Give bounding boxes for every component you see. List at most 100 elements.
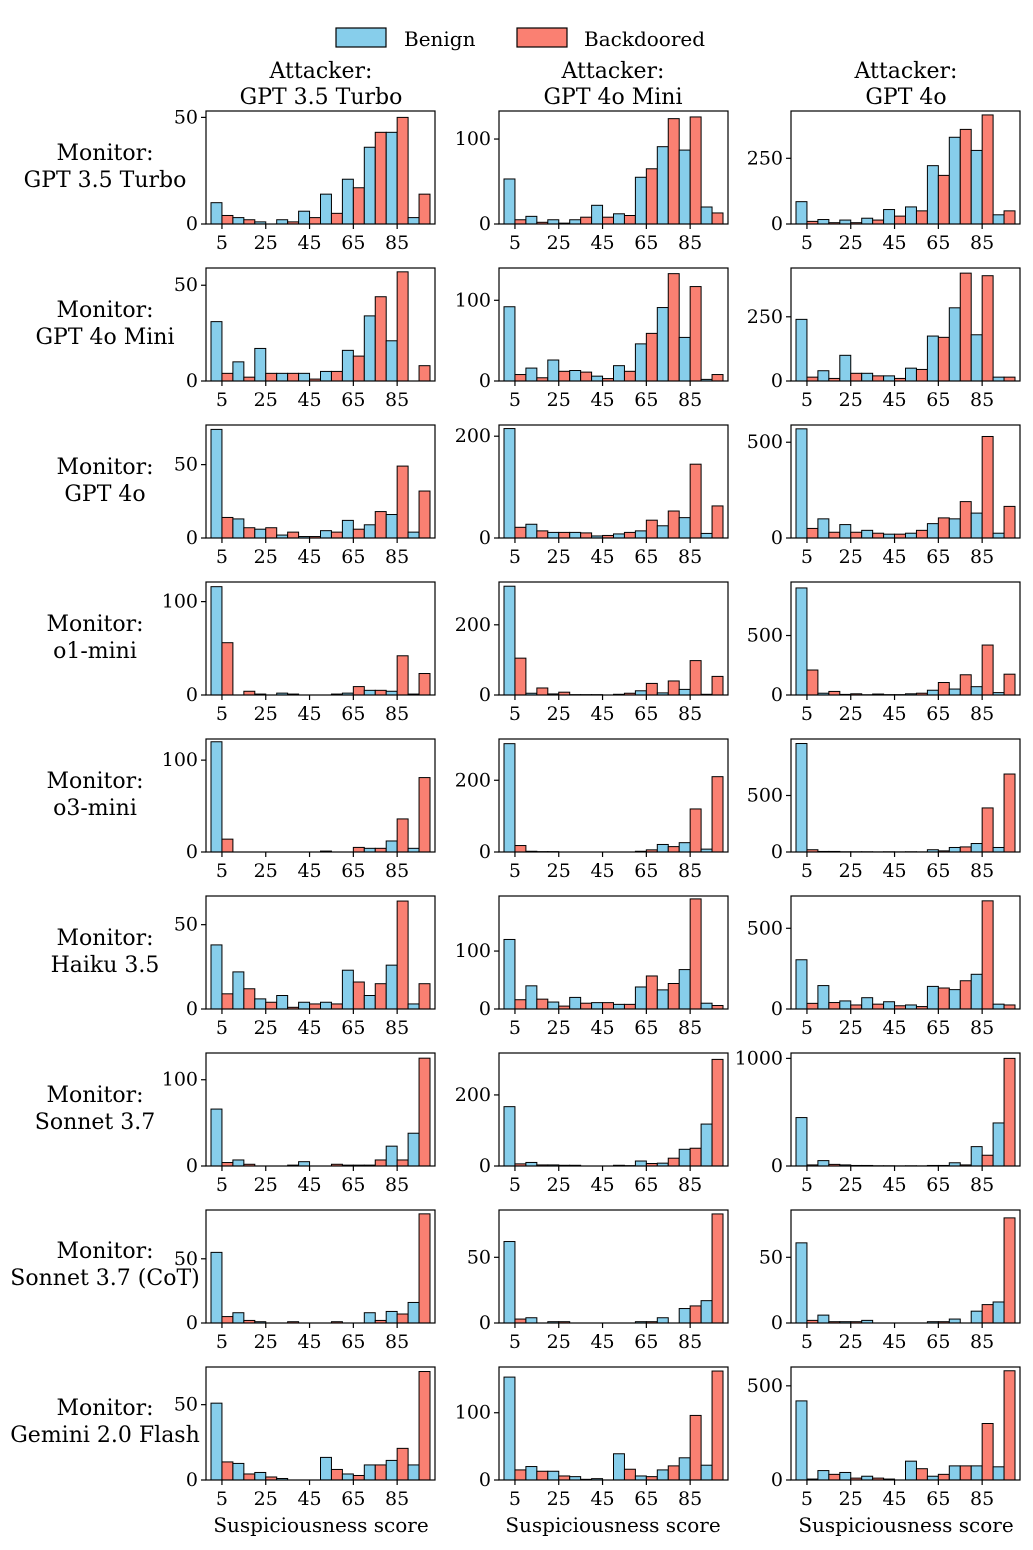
bar-benign: [926, 523, 939, 539]
bar-backdoored: [937, 517, 950, 539]
y-tick-label: 100: [455, 1402, 491, 1424]
bar-benign: [795, 1117, 808, 1167]
x-tick-label: 25: [254, 546, 278, 568]
bar-backdoored: [645, 168, 658, 225]
y-tick-label: 0: [479, 998, 491, 1020]
bar-backdoored: [536, 530, 549, 539]
x-tick-label: 25: [839, 546, 863, 568]
x-tick-label: 85: [678, 1488, 702, 1510]
x-tick-label: 45: [882, 1331, 906, 1353]
bar-backdoored: [265, 372, 278, 382]
bar-benign: [948, 136, 961, 225]
bar-benign: [817, 370, 830, 382]
x-tick-label: 5: [216, 1331, 228, 1353]
x-tick-label: 5: [216, 1174, 228, 1196]
monitor-title-1-line1: Monitor:: [57, 141, 154, 166]
x-tick-label: 5: [509, 1017, 521, 1039]
y-tick-label: 0: [771, 213, 783, 235]
panel-frame: [205, 267, 436, 382]
bar-benign: [905, 1004, 917, 1010]
bar-benign: [795, 1400, 808, 1481]
bar-backdoored: [937, 682, 950, 696]
column-titles: Attacker: GPT 3.5 Turbo Attacker: GPT 4o…: [240, 59, 958, 110]
bar-backdoored: [623, 370, 636, 382]
panel-r4-c2: 0 200 5 25 45 65 85: [455, 581, 729, 725]
bar-backdoored: [667, 118, 680, 225]
bar-benign: [503, 1106, 516, 1167]
bar-backdoored: [850, 372, 863, 382]
bar-benign: [569, 370, 582, 382]
monitor-title-3-line1: Monitor:: [57, 455, 154, 480]
x-tick-label: 65: [634, 232, 658, 254]
bar-benign: [385, 1145, 398, 1167]
x-tick-label: 45: [590, 1174, 614, 1196]
x-tick-label: 5: [216, 1488, 228, 1510]
bar-backdoored: [1003, 673, 1016, 696]
bar-benign: [525, 985, 538, 1010]
x-axis-label-col-2: Suspiciousness score: [505, 1513, 720, 1537]
panel-r3-c1: 0 50 5 25 45 65 85: [174, 424, 436, 568]
x-tick-label: 25: [254, 703, 278, 725]
y-tick-label: 0: [479, 370, 491, 392]
x-tick-label: 25: [839, 703, 863, 725]
panel-r6-c3: 0 500 5 25 45 65 85: [747, 895, 1021, 1039]
panel-frame: [498, 738, 729, 853]
x-tick-label: 85: [385, 860, 409, 882]
x-tick-label: 45: [297, 1017, 321, 1039]
y-tick-label: 500: [747, 785, 783, 807]
x-tick-label: 65: [341, 1331, 365, 1353]
bar-backdoored: [374, 1159, 387, 1167]
x-tick-label: 65: [926, 1017, 950, 1039]
bar-benign: [320, 370, 332, 382]
bar-backdoored: [689, 660, 702, 696]
bar-backdoored: [287, 531, 300, 539]
bar-benign: [254, 528, 267, 539]
bar-benign: [503, 585, 516, 696]
x-tick-label: 85: [970, 389, 994, 411]
y-tick-label: 200: [455, 769, 491, 791]
bar-backdoored: [915, 1468, 928, 1481]
bar-benign: [503, 306, 516, 382]
x-tick-label: 25: [547, 1017, 571, 1039]
panel-r8-c3: 0 50 5 25 45 65 85: [759, 1209, 1021, 1353]
bar-backdoored: [418, 1057, 431, 1167]
bar-backdoored: [689, 1414, 702, 1481]
bar-benign: [503, 1241, 516, 1324]
bar-benign: [298, 1161, 311, 1167]
bar-backdoored: [536, 687, 549, 696]
bar-benign: [861, 217, 874, 225]
x-tick-label: 85: [970, 1488, 994, 1510]
bar-backdoored: [221, 993, 234, 1010]
bar-benign: [970, 149, 983, 225]
x-tick-label: 65: [926, 546, 950, 568]
bar-backdoored: [689, 808, 702, 853]
x-tick-label: 25: [254, 860, 278, 882]
bar-benign: [232, 971, 245, 1010]
bar-benign: [700, 206, 713, 225]
bar-backdoored: [711, 675, 724, 696]
bar-backdoored: [711, 776, 724, 853]
bar-backdoored: [1003, 210, 1016, 225]
x-tick-label: 65: [634, 1331, 658, 1353]
y-tick-label: 100: [455, 940, 491, 962]
panel-frame: [790, 110, 1021, 225]
x-tick-label: 45: [590, 232, 614, 254]
bar-benign: [656, 843, 669, 853]
bar-backdoored: [981, 900, 994, 1010]
bar-benign: [883, 1001, 896, 1010]
y-tick-label: 0: [186, 1312, 198, 1334]
bar-benign: [547, 359, 560, 382]
bar-benign: [210, 586, 223, 696]
bar-backdoored: [689, 1305, 702, 1324]
bar-benign: [992, 532, 1005, 539]
bar-backdoored: [872, 532, 885, 539]
bar-backdoored: [959, 846, 972, 853]
bar-benign: [817, 1160, 830, 1167]
y-tick-label: 200: [455, 614, 491, 636]
x-tick-label: 65: [341, 1488, 365, 1510]
y-tick-label: 100: [455, 128, 491, 150]
bar-backdoored: [959, 128, 972, 225]
bar-backdoored: [937, 987, 950, 1010]
bar-benign: [795, 428, 808, 539]
